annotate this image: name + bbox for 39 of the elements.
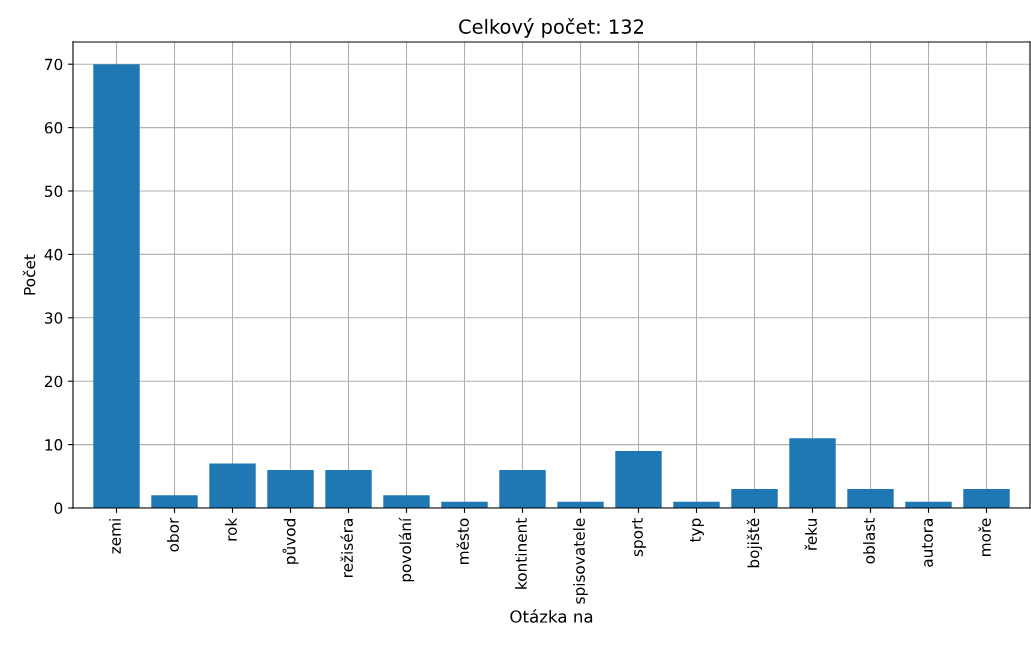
y-tick-label: 20 [44, 375, 63, 388]
x-tick-label: zemi [109, 519, 121, 554]
y-tick-label: 30 [45, 312, 63, 324]
bar [731, 488, 778, 508]
x-tick-label: oblast [863, 518, 875, 564]
bar [93, 64, 140, 508]
x-axis-title: Otázka na [510, 609, 593, 623]
y-axis-title: Počet [22, 254, 36, 295]
bar [963, 488, 1010, 508]
x-tick-label: rok [225, 517, 237, 541]
bar [789, 438, 836, 508]
x-tick-label: obor [167, 517, 179, 552]
x-tick-label: sport [631, 518, 646, 557]
y-tick-label: 10 [45, 439, 63, 451]
bar [847, 488, 894, 508]
x-tick-label: autora [921, 519, 933, 567]
x-tick-label: moře [978, 518, 991, 556]
x-tick-label: typ [689, 518, 704, 543]
bar [499, 469, 546, 508]
x-tick-label: kontinent [515, 518, 527, 589]
y-tick-label: 50 [45, 185, 63, 198]
x-tick-label: spisovatele [573, 518, 588, 604]
y-tick-label: 70 [45, 58, 63, 71]
bar [325, 469, 372, 508]
bar [615, 450, 662, 508]
x-tick-label: původ [282, 519, 299, 564]
x-tick-label: bojiště [746, 518, 763, 568]
bar [267, 469, 314, 508]
y-tick-label: 0 [54, 502, 63, 515]
chart-title: Celkový počet: 132 [459, 18, 644, 38]
x-tick-label: režiséra [340, 519, 353, 577]
bar [383, 495, 430, 508]
x-tick-label: řeku [804, 519, 817, 550]
y-tick-label: 40 [44, 248, 63, 261]
x-tick-label: město [456, 518, 469, 564]
y-tick-label: 60 [44, 122, 63, 134]
bar [151, 495, 198, 508]
bar [209, 463, 256, 508]
x-tick-label: povolání [398, 517, 415, 582]
